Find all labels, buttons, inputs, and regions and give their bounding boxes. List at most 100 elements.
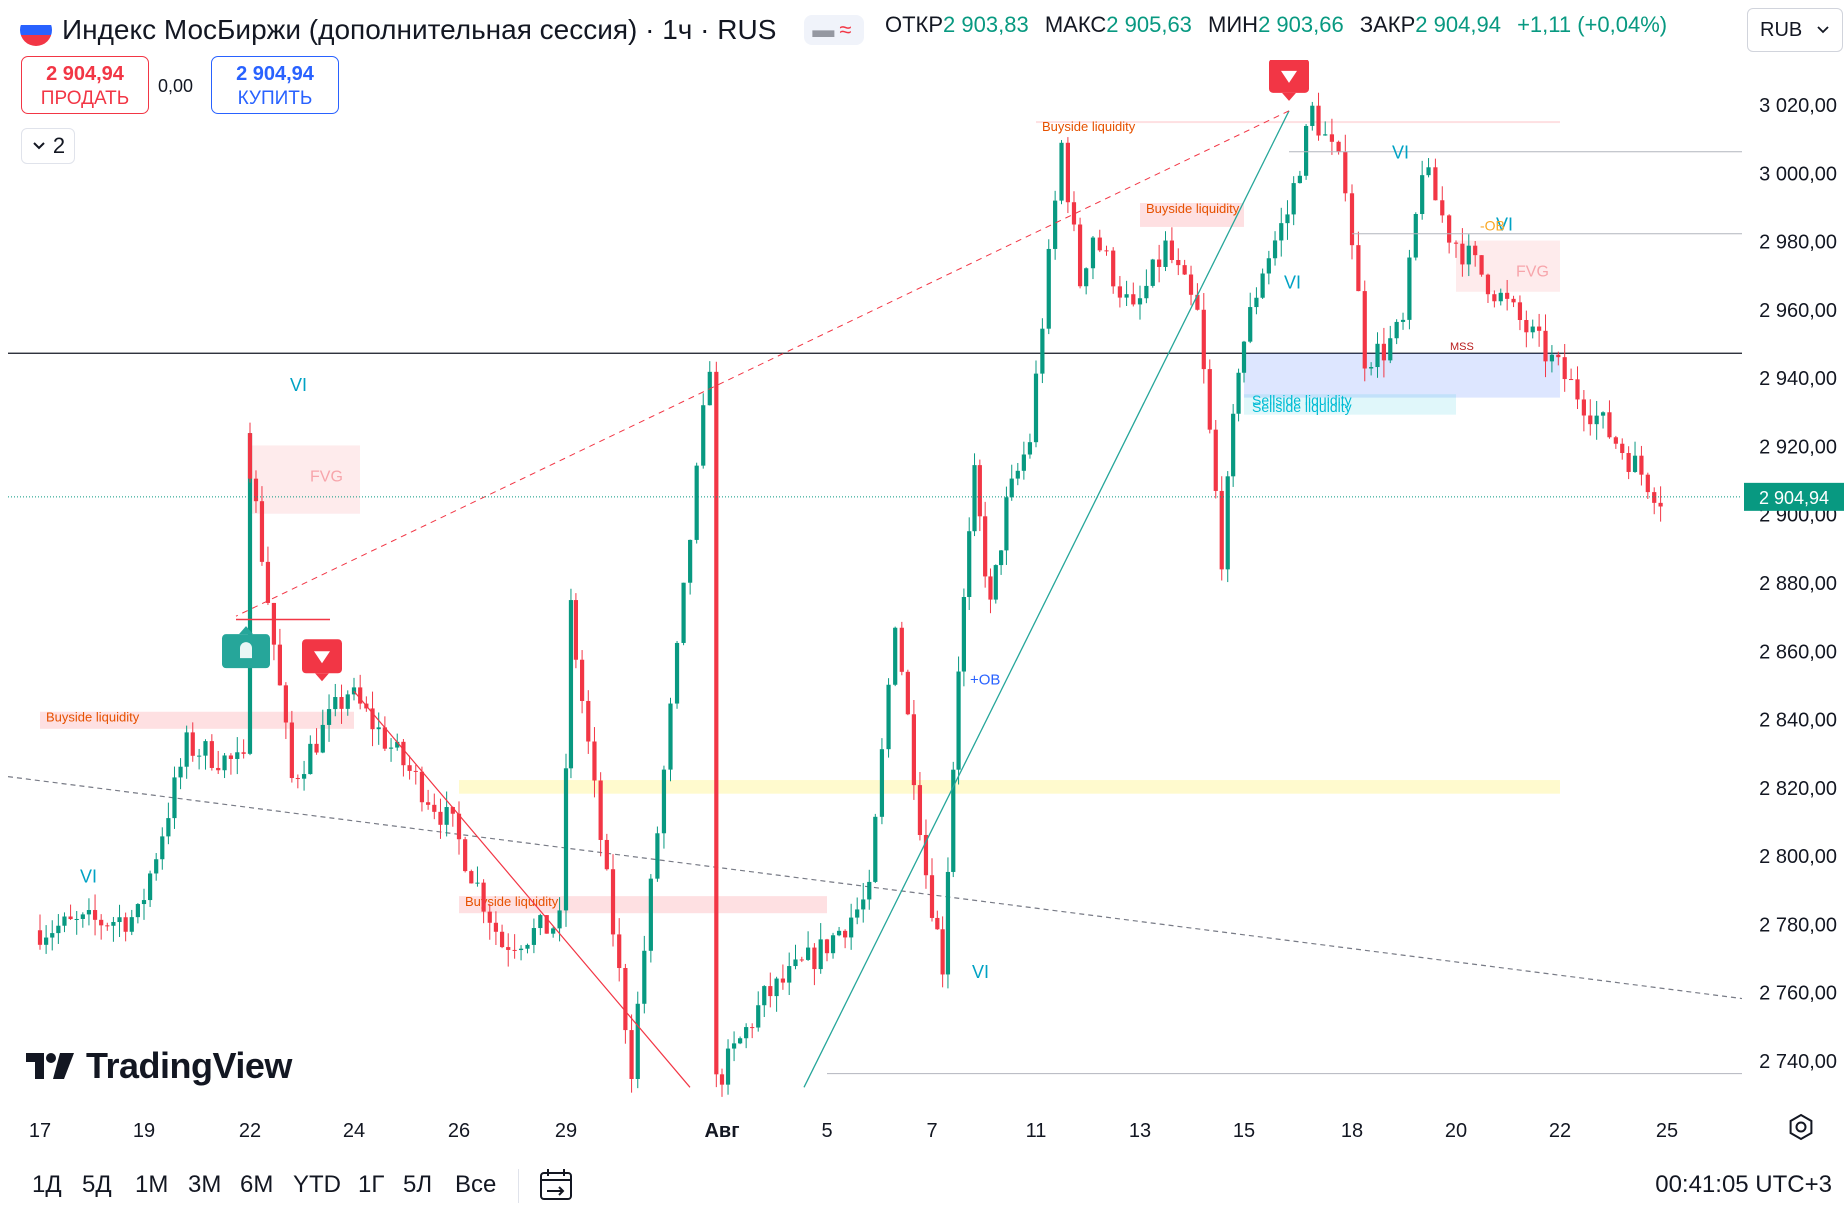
chart-status-pill[interactable]: ▬ ≈ — [804, 15, 865, 45]
flag-stripe-white — [20, 14, 52, 25]
range-ytd-button[interactable]: YTD — [293, 1171, 341, 1198]
mss-label: MSS — [1450, 341, 1474, 353]
candle-body — [1485, 274, 1491, 295]
candle-body — [135, 904, 140, 918]
candle-body — [333, 697, 338, 710]
x-tick-label: 20 — [1445, 1120, 1467, 1142]
range-5d-button[interactable]: 5Д — [82, 1171, 112, 1198]
candle-body — [1059, 142, 1064, 201]
candle-body — [444, 807, 449, 825]
candle-body — [1505, 292, 1510, 299]
range-1y-button[interactable]: 1Г — [358, 1171, 385, 1198]
candle-body — [222, 755, 227, 771]
open-label: ОТКР — [885, 12, 944, 37]
gear-icon[interactable] — [1786, 1112, 1816, 1142]
candle-body — [395, 741, 400, 748]
wave-icon[interactable]: ≈ — [839, 17, 852, 42]
sell-button[interactable]: 2 904,94 ПРОДАТЬ — [21, 56, 149, 114]
minus-icon[interactable]: ▬ — [812, 17, 835, 42]
ohlc-legend: ОТКР2 903,83 МАКС2 905,63 МИН2 903,66 ЗА… — [885, 12, 1677, 38]
candle-body — [253, 478, 259, 502]
range-1m-button[interactable]: 1М — [135, 1171, 169, 1198]
candle-body — [1097, 237, 1102, 251]
y-tick-label: 2 960,00 — [1759, 300, 1837, 322]
candle-body — [598, 780, 603, 840]
candle-body — [905, 671, 910, 715]
ob-zone — [459, 780, 1560, 794]
x-tick-label: 7 — [926, 1120, 937, 1142]
candle-body — [463, 839, 468, 872]
candle-body — [247, 433, 253, 754]
bear-ob-label: -OB — [1480, 217, 1505, 233]
candle-body — [129, 917, 134, 932]
ghost-icon — [240, 642, 252, 659]
candle-body — [879, 749, 885, 817]
vi-label: VI — [1496, 214, 1513, 234]
candle-body — [1188, 274, 1194, 295]
buyside-label: Buyside liquidity — [1042, 119, 1136, 134]
spread-value: 0,00 — [158, 76, 194, 96]
candle-body — [1594, 415, 1599, 425]
candle-body — [867, 881, 872, 900]
candle-body — [1517, 302, 1523, 321]
last-price-tag-bg — [1744, 482, 1844, 511]
vi-label: VI — [1392, 143, 1409, 163]
candle-body — [228, 755, 234, 759]
candle-body — [793, 959, 798, 967]
candle-body — [563, 768, 569, 911]
y-tick-label: 3 000,00 — [1759, 163, 1837, 185]
x-tick-label: 22 — [239, 1120, 261, 1142]
indicators-toggle-button[interactable]: 2 — [21, 128, 75, 164]
sell-signal-pointer — [1282, 92, 1296, 101]
candle-body — [56, 925, 61, 934]
candle-body — [674, 642, 680, 704]
sell-label: ПРОДАТЬ — [40, 88, 130, 109]
candle-body — [661, 769, 667, 834]
clock-timezone[interactable]: 00:41:05 UTC+3 — [1655, 1171, 1832, 1198]
candle-body — [407, 765, 412, 771]
candle-body — [961, 597, 966, 672]
range-3m-button[interactable]: 3М — [188, 1171, 222, 1198]
currency-select[interactable]: RUB — [1747, 8, 1843, 52]
candle-body — [92, 910, 98, 920]
candle-body — [1356, 245, 1361, 292]
y-tick-label: 2 840,00 — [1759, 710, 1837, 732]
candle-body — [265, 561, 271, 603]
candle-body — [1626, 453, 1631, 472]
candle-body — [277, 644, 282, 686]
range-6m-button[interactable]: 6М — [240, 1171, 274, 1198]
compare-range-icon[interactable] — [538, 1167, 574, 1203]
candle-body — [694, 465, 699, 540]
low-label: МИН — [1208, 12, 1259, 37]
candle-body — [544, 915, 549, 934]
candle-body — [1381, 343, 1386, 361]
candle-body — [1620, 443, 1625, 454]
candle-body — [1575, 379, 1580, 400]
candle-body — [190, 732, 195, 756]
candle-body — [1426, 167, 1431, 176]
candle-body — [768, 986, 773, 997]
range-all-button[interactable]: Все — [455, 1171, 497, 1198]
candle-body — [1498, 292, 1503, 302]
tradingview-logo[interactable]: TradingView — [26, 1045, 292, 1087]
x-tick-label: 29 — [555, 1120, 577, 1142]
candle-body — [899, 627, 904, 672]
candle-body — [1213, 429, 1218, 491]
candle-body — [917, 785, 923, 835]
candle-body — [1479, 255, 1484, 275]
range-5y-button[interactable]: 5Л — [403, 1171, 433, 1198]
buyside-zone — [459, 896, 827, 914]
symbol-header: Индекс МосБиржи (дополнительная сессия) … — [20, 8, 865, 52]
range-1d-button[interactable]: 1Д — [32, 1171, 62, 1198]
candle-body — [117, 917, 122, 923]
symbol-title[interactable]: Индекс МосБиржи (дополнительная сессия) … — [62, 14, 777, 45]
candle-body — [1304, 125, 1309, 176]
candle-body — [557, 910, 562, 929]
buyside-zone — [1036, 121, 1560, 124]
candle-body — [610, 869, 616, 935]
vi-label: VI — [80, 866, 97, 886]
candle-body — [1231, 413, 1236, 477]
buy-button[interactable]: 2 904,94 КУПИТЬ — [211, 56, 339, 114]
